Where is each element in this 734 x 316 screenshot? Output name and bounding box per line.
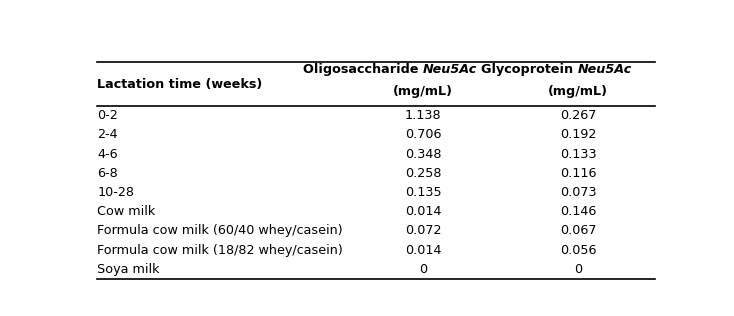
Text: 0.056: 0.056	[560, 244, 596, 257]
Text: Soya milk: Soya milk	[98, 263, 160, 276]
Text: 0.706: 0.706	[405, 128, 441, 141]
Text: Oligosaccharide: Oligosaccharide	[303, 63, 423, 76]
Text: 0.146: 0.146	[560, 205, 596, 218]
Text: 6-8: 6-8	[98, 167, 118, 180]
Text: 0: 0	[574, 263, 582, 276]
Text: Neu5Ac: Neu5Ac	[578, 63, 633, 76]
Text: Cow milk: Cow milk	[98, 205, 156, 218]
Text: 2-4: 2-4	[98, 128, 118, 141]
Text: 0.135: 0.135	[404, 186, 441, 199]
Text: 0-2: 0-2	[98, 109, 118, 122]
Text: 0.258: 0.258	[405, 167, 441, 180]
Text: 0.014: 0.014	[405, 244, 441, 257]
Text: 0.192: 0.192	[560, 128, 596, 141]
Text: 10-28: 10-28	[98, 186, 134, 199]
Text: 0: 0	[419, 263, 427, 276]
Text: (mg/mL): (mg/mL)	[548, 85, 608, 98]
Text: Glycoprotein: Glycoprotein	[482, 63, 578, 76]
Text: 0.073: 0.073	[560, 186, 597, 199]
Text: Formula cow milk (60/40 whey/casein): Formula cow milk (60/40 whey/casein)	[98, 224, 343, 237]
Text: 0.116: 0.116	[560, 167, 596, 180]
Text: 1.138: 1.138	[404, 109, 441, 122]
Text: 0.067: 0.067	[560, 224, 596, 237]
Text: 0.072: 0.072	[405, 224, 441, 237]
Text: (mg/mL): (mg/mL)	[393, 85, 453, 98]
Text: Neu5Ac: Neu5Ac	[423, 63, 477, 76]
Text: 0.348: 0.348	[405, 148, 441, 161]
Text: 0.133: 0.133	[560, 148, 597, 161]
Text: 0.267: 0.267	[560, 109, 596, 122]
Text: 4-6: 4-6	[98, 148, 118, 161]
Text: Lactation time (weeks): Lactation time (weeks)	[98, 78, 263, 91]
Text: Formula cow milk (18/82 whey/casein): Formula cow milk (18/82 whey/casein)	[98, 244, 344, 257]
Text: 0.014: 0.014	[405, 205, 441, 218]
